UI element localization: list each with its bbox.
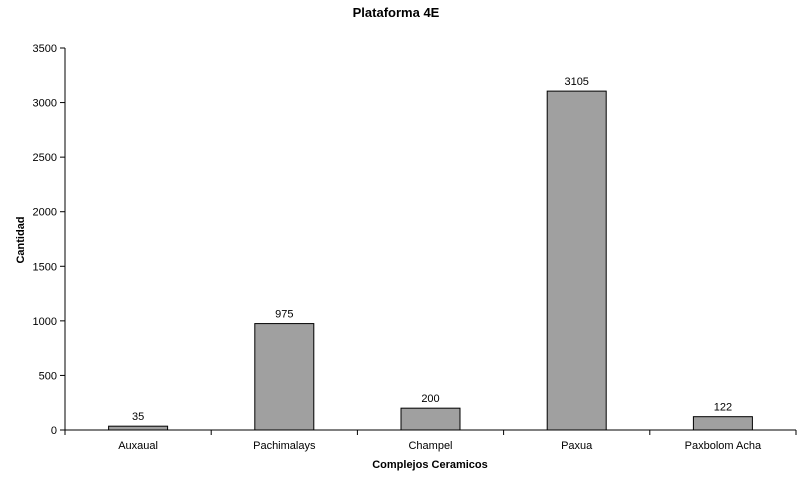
chart-title: Plataforma 4E (353, 5, 440, 20)
y-tick-label: 500 (39, 370, 57, 382)
bar-data-label: 35 (132, 411, 144, 423)
y-tick-label: 2000 (33, 207, 57, 219)
y-tick-label: 1500 (33, 261, 57, 273)
data-labels: 35 975 200 3105 122 (132, 76, 732, 423)
x-tick-label: Paxua (561, 440, 593, 452)
bar (692, 416, 753, 431)
y-tick-label: 1000 (33, 316, 57, 328)
bar (546, 90, 607, 431)
x-tick-label: Pachimalays (253, 440, 316, 452)
bar-data-label: 122 (714, 402, 732, 414)
y-axis-label: Cantidad (15, 216, 27, 263)
bar (108, 425, 169, 431)
y-tick-label: 0 (51, 425, 57, 437)
bar-data-label: 3105 (564, 76, 588, 88)
x-tick-label: Auxaual (118, 440, 158, 452)
bar (254, 323, 315, 431)
x-axis-ticks: Auxaual Pachimalays Champel Paxua Paxbolom A… (64, 430, 797, 452)
y-axis-ticks: 0 500 1000 1500 2000 2500 3000 3500 (33, 43, 65, 437)
x-axis-label: Complejos Ceramicos (372, 459, 488, 471)
x-tick-label: Paxbolom Acha (685, 440, 762, 452)
bar-data-label: 975 (275, 309, 293, 321)
bars (108, 90, 753, 431)
y-tick-label: 3500 (33, 43, 57, 55)
x-tick-label: Champel (408, 440, 452, 452)
y-tick-label: 2500 (33, 152, 57, 164)
bar-data-label: 200 (421, 393, 439, 405)
bar (400, 407, 461, 431)
y-tick-label: 3000 (33, 98, 57, 110)
